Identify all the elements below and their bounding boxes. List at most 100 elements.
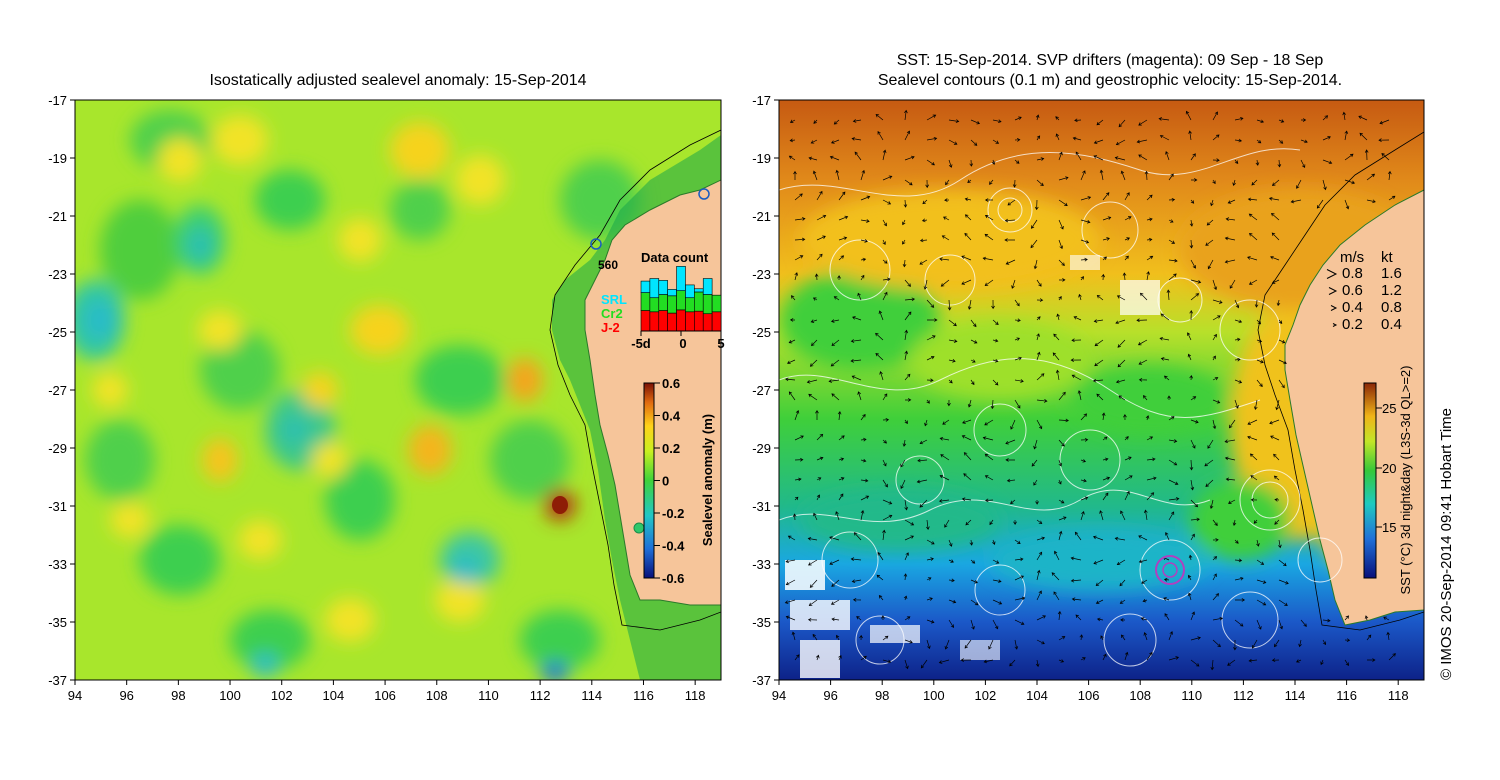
velocity-arrow bbox=[1322, 618, 1331, 623]
velocity-arrow bbox=[1212, 315, 1221, 321]
velocity-arrow bbox=[1036, 373, 1045, 381]
velocity-arrow bbox=[794, 237, 806, 242]
velocity-arrow bbox=[1138, 154, 1148, 161]
sst-map: 94 96 98 100 102 104 106 108 110 112 114 116 118 -17… bbox=[752, 93, 1425, 703]
velocity-arrow bbox=[940, 279, 950, 287]
velocity-arrow bbox=[1224, 259, 1236, 264]
velocity-arrow bbox=[1234, 539, 1239, 544]
velocity-arrow bbox=[1189, 459, 1194, 471]
velocity-legend-ms: 0.6 bbox=[1342, 282, 1363, 299]
x-tick-label: 110 bbox=[1181, 688, 1202, 703]
velocity-arrow bbox=[1190, 479, 1195, 491]
velocity-arrow bbox=[851, 375, 862, 381]
velocity-arrow bbox=[1010, 419, 1016, 430]
velocity-arrow bbox=[1163, 375, 1170, 381]
sealevel-contour bbox=[987, 187, 1033, 233]
velocity-arrow bbox=[831, 579, 840, 587]
velocity-arrow bbox=[1143, 509, 1148, 521]
velocity-arrow bbox=[970, 579, 978, 584]
sla-colorbar-label: Sealevel anomaly (m) bbox=[700, 414, 715, 546]
velocity-arrow bbox=[1058, 219, 1064, 230]
velocity-arrow bbox=[926, 619, 935, 624]
velocity-arrow bbox=[1120, 618, 1126, 622]
velocity-arrow bbox=[969, 539, 974, 546]
velocity-arrow bbox=[1092, 535, 1104, 541]
velocity-arrow bbox=[1075, 614, 1082, 621]
velocity-arrow bbox=[1102, 457, 1109, 462]
velocity-arrow bbox=[1138, 119, 1148, 126]
velocity-arrow bbox=[991, 299, 995, 310]
velocity-arrow bbox=[926, 519, 930, 530]
velocity-arrow bbox=[1138, 559, 1148, 564]
velocity-arrow bbox=[1212, 616, 1224, 621]
velocity-arrow bbox=[1014, 337, 1021, 341]
velocity-arrow bbox=[1052, 352, 1060, 361]
data-count-bar-srl bbox=[685, 284, 695, 299]
velocity-arrow bbox=[992, 579, 1002, 583]
velocity-arrow bbox=[830, 139, 840, 144]
velocity-arrow bbox=[1101, 412, 1106, 421]
velocity-arrow bbox=[794, 193, 803, 201]
velocity-arrow bbox=[1271, 279, 1280, 284]
velocity-arrow bbox=[1124, 237, 1131, 241]
sla-colorbar: 0.6 0.4 0.2 0 -0.2 -0.4 -0.6 Sealevel anomaly … bbox=[643, 376, 715, 586]
velocity-arrow bbox=[961, 279, 972, 285]
velocity-arrow bbox=[860, 655, 867, 661]
velocity-arrow bbox=[1057, 610, 1062, 621]
velocity-arrow bbox=[816, 190, 823, 201]
sealevel-contour bbox=[1157, 277, 1203, 323]
velocity-arrow bbox=[923, 279, 928, 290]
velocity-arrow bbox=[1146, 194, 1153, 201]
velocity-arrow bbox=[812, 297, 818, 301]
velocity-arrow bbox=[1248, 279, 1258, 285]
velocity-arrow bbox=[808, 156, 818, 161]
velocity-arrow bbox=[1033, 479, 1038, 486]
velocity-arrow bbox=[927, 318, 938, 322]
velocity-arrow bbox=[794, 477, 802, 482]
velocity-arrow bbox=[784, 599, 796, 604]
velocity-arrow bbox=[838, 477, 845, 481]
velocity-arrow bbox=[1073, 316, 1082, 321]
velocity-arrow bbox=[1388, 195, 1396, 201]
velocity-arrow bbox=[919, 439, 928, 445]
sst-colorbar-ramp bbox=[1363, 382, 1377, 579]
velocity-arrow bbox=[961, 497, 972, 502]
velocity-arrow bbox=[830, 599, 840, 605]
velocity-arrow bbox=[1036, 419, 1043, 430]
velocity-arrow bbox=[1278, 359, 1287, 365]
velocity-arrow bbox=[1168, 416, 1175, 421]
velocity-arrow bbox=[1146, 651, 1153, 661]
left-y-axis: -17 -19 -21 -23 -25 -27 -29 -31 -33 -35 -37 bbox=[48, 93, 75, 688]
velocity-arrow bbox=[1210, 199, 1214, 207]
velocity-legend-ms: 0.8 bbox=[1342, 265, 1363, 282]
velocity-arrow bbox=[1102, 237, 1110, 241]
velocity-arrow bbox=[904, 519, 915, 526]
velocity-arrow bbox=[831, 617, 840, 622]
velocity-arrow bbox=[806, 379, 818, 384]
velocity-arrow bbox=[1224, 439, 1236, 444]
cloud-mask bbox=[785, 255, 1160, 678]
velocity-arrow bbox=[926, 299, 935, 308]
velocity-arrow bbox=[945, 179, 950, 186]
data-count-bar-cr2 bbox=[658, 294, 668, 311]
velocity-arrow bbox=[944, 519, 950, 528]
sealevel-contour bbox=[1239, 469, 1301, 531]
sla-max-eddy bbox=[552, 496, 568, 514]
velocity-arrow bbox=[1300, 619, 1307, 627]
velocity-arrow bbox=[1079, 634, 1084, 641]
velocity-arrow bbox=[926, 356, 935, 361]
velocity-arrow bbox=[853, 532, 862, 541]
velocity-arrow bbox=[1058, 296, 1062, 301]
velocity-arrow bbox=[1188, 130, 1192, 141]
velocity-arrow bbox=[1168, 459, 1178, 466]
velocity-arrow bbox=[1256, 139, 1262, 144]
velocity-arrow bbox=[1342, 111, 1346, 121]
left-isobath-contour bbox=[549, 129, 721, 631]
velocity-arrow bbox=[850, 359, 862, 363]
velocity-arrow bbox=[1009, 659, 1016, 667]
velocity-arrow bbox=[904, 373, 911, 381]
velocity-arrow bbox=[1277, 159, 1282, 168]
velocity-arrow bbox=[1007, 199, 1016, 206]
x-tick-label: 104 bbox=[323, 688, 345, 703]
